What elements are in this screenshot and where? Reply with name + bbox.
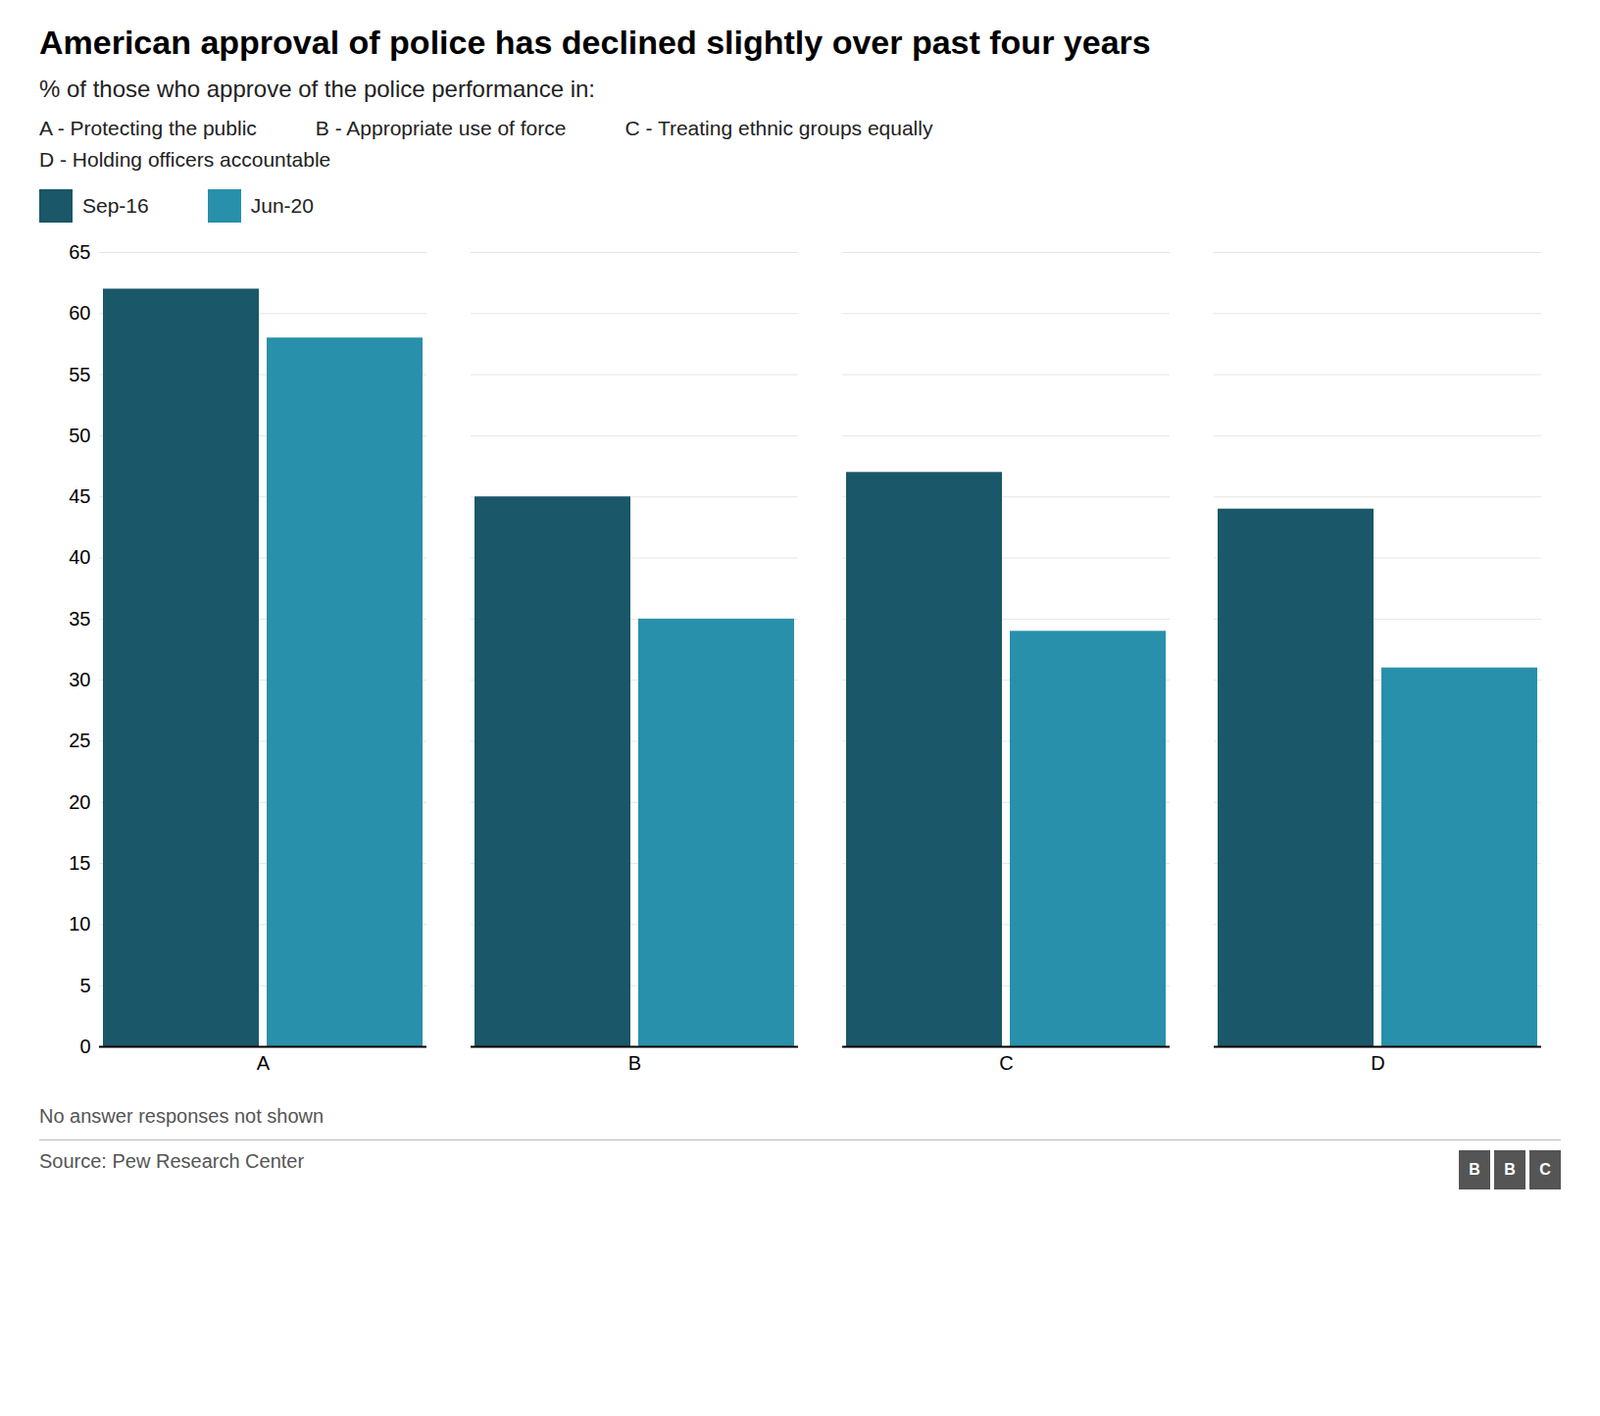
svg-text:25: 25 bbox=[68, 729, 91, 751]
html-text:B: B bbox=[1504, 1160, 1516, 1178]
svg-text:35: 35 bbox=[68, 607, 91, 630]
html-text:% of those who approve of the: % of those who approve of the police per… bbox=[39, 75, 596, 102]
html-text:Source: Pew Research Center: Source: Pew Research Center bbox=[39, 1150, 305, 1172]
html-text:Sep-16: Sep-16 bbox=[82, 194, 149, 217]
svg-text:A: A bbox=[256, 1051, 271, 1074]
html-text:A - Protecting the public: A - Protecting the public bbox=[39, 116, 257, 140]
svg-text:30: 30 bbox=[68, 668, 91, 691]
svg-text:20: 20 bbox=[68, 791, 91, 813]
svg-text:55: 55 bbox=[68, 363, 91, 386]
svg-text:D: D bbox=[1370, 1051, 1385, 1074]
html-text:D - Holding officers accountab: D - Holding officers accountable bbox=[39, 148, 331, 171]
html-text:B: B bbox=[1468, 1160, 1481, 1178]
html-text:American approval of police ha: American approval of police has declined… bbox=[39, 23, 1151, 61]
svg-text:C: C bbox=[999, 1051, 1013, 1074]
svg-text:60: 60 bbox=[68, 301, 91, 324]
html-text:C: C bbox=[1539, 1160, 1551, 1178]
svg-text:10: 10 bbox=[68, 912, 91, 935]
html-text:Jun-20: Jun-20 bbox=[250, 194, 314, 217]
svg-text:50: 50 bbox=[68, 424, 91, 447]
svg-text:B: B bbox=[628, 1051, 642, 1074]
svg-text:15: 15 bbox=[68, 851, 91, 874]
svg-text:0: 0 bbox=[79, 1035, 91, 1057]
svg-text:5: 5 bbox=[79, 974, 91, 997]
svg-text:40: 40 bbox=[68, 546, 91, 568]
svg-text:45: 45 bbox=[68, 485, 91, 507]
html-text:B - Appropriate use of force: B - Appropriate use of force bbox=[315, 116, 567, 140]
html-text:No answer responses not shown: No answer responses not shown bbox=[39, 1104, 324, 1127]
svg-text:65: 65 bbox=[68, 241, 91, 263]
html-text:C - Treating ethnic groups equ: C - Treating ethnic groups equally bbox=[624, 116, 933, 140]
